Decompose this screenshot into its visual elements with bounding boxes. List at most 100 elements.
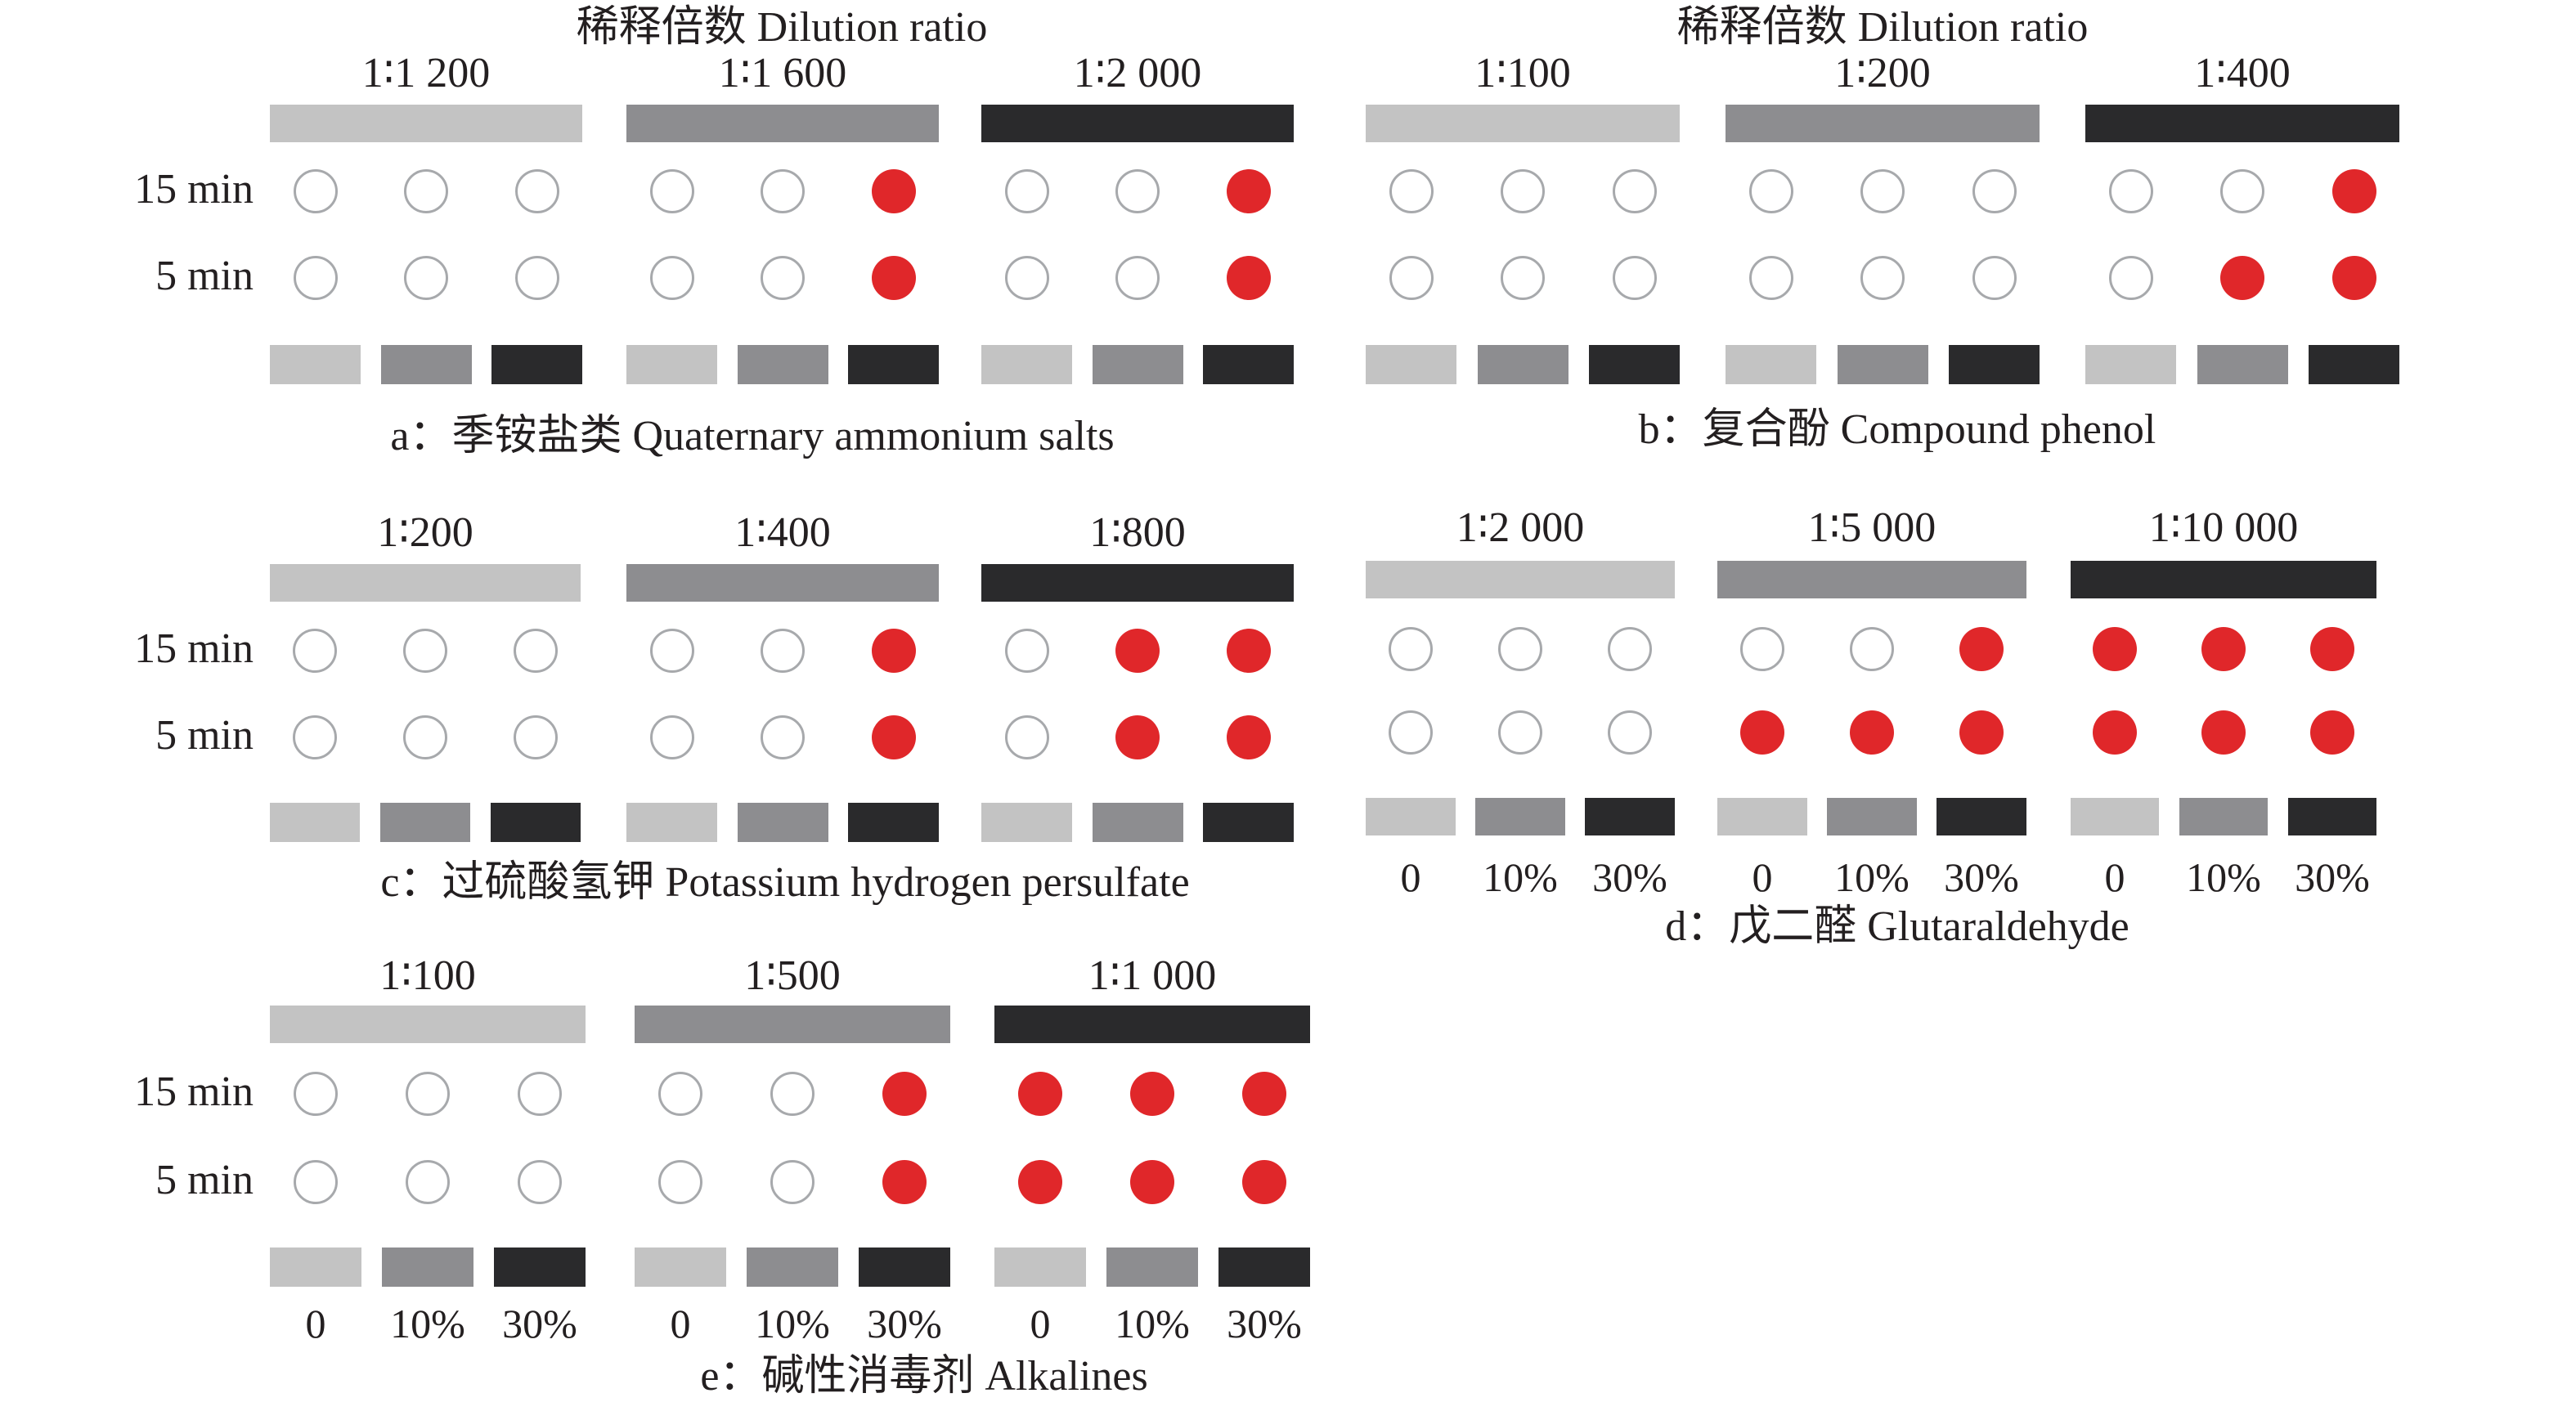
panel-d-result-negative-dot bbox=[1498, 710, 1542, 755]
panel-e-result-positive-dot bbox=[882, 1072, 927, 1116]
panel-e-result-negative-dot bbox=[770, 1072, 815, 1116]
panel-c-result-positive-dot bbox=[1115, 715, 1160, 759]
panel-b-result-positive-dot bbox=[2331, 256, 2376, 300]
panel-a-result-positive-dot bbox=[1226, 256, 1271, 300]
panel-b-result-negative-dot bbox=[1860, 256, 1905, 300]
panel-b-result-negative-dot bbox=[1972, 169, 2017, 213]
panel-a-result-negative-dot bbox=[761, 256, 805, 300]
panel-b-concentration-swatch bbox=[1726, 345, 1816, 384]
panel-d-dilution-bar bbox=[1366, 561, 1675, 598]
panel-e-dilution-bar bbox=[994, 1006, 1310, 1043]
panel-e-result-positive-dot bbox=[1130, 1072, 1174, 1116]
panel-a-ratio-label: 1∶1 600 bbox=[718, 50, 847, 96]
panel-e-concentration-label: 30% bbox=[502, 1301, 577, 1346]
panel-c-dilution-bar bbox=[270, 564, 581, 602]
panel-e-result-positive-dot bbox=[1242, 1072, 1286, 1116]
panel-b-ratio-label: 1∶200 bbox=[1834, 50, 1931, 96]
panel-e-result-negative-dot bbox=[770, 1160, 815, 1204]
panel-d-result-negative-dot bbox=[1389, 710, 1433, 755]
panel-b-result-negative-dot bbox=[2108, 169, 2153, 213]
panel-e-result-negative-dot bbox=[406, 1160, 450, 1204]
panel-a-concentration-swatch bbox=[981, 345, 1072, 384]
panel-d-result-positive-dot bbox=[1850, 710, 1894, 755]
panel-c-ratio-label: 1∶800 bbox=[1089, 509, 1186, 556]
panel-e-ratio-label: 1∶500 bbox=[744, 952, 841, 999]
panel-c-result-positive-dot bbox=[1226, 715, 1271, 759]
panel-e-concentration-swatch bbox=[859, 1248, 950, 1287]
panel-b-result-negative-dot bbox=[1860, 169, 1905, 213]
panel-d-concentration-label: 10% bbox=[1834, 854, 1910, 900]
panel-b-result-negative-dot bbox=[1748, 256, 1793, 300]
panel-b-concentration-swatch bbox=[2197, 345, 2288, 384]
panel-e-time-label: 15 min bbox=[134, 1068, 254, 1115]
panel-a-result-negative-dot bbox=[293, 169, 338, 213]
panel-d-result-negative-dot bbox=[1740, 627, 1784, 671]
panel-c-result-negative-dot bbox=[514, 629, 558, 673]
panel-c-caption: c：过硫酸氢钾 Potassium hydrogen persulfate bbox=[380, 859, 1190, 906]
panel-b-dilution-bar bbox=[2085, 105, 2399, 142]
panel-a-result-negative-dot bbox=[293, 256, 338, 300]
panel-a-result-negative-dot bbox=[761, 169, 805, 213]
panel-c-time-label: 5 min bbox=[155, 712, 254, 759]
panel-a-time-label: 5 min bbox=[155, 253, 254, 299]
panel-d-concentration-label: 10% bbox=[2186, 854, 2261, 900]
panel-d-concentration-swatch bbox=[1475, 798, 1565, 835]
panel-a-result-negative-dot bbox=[514, 169, 559, 213]
panel-d-result-negative-dot bbox=[1389, 627, 1433, 671]
panel-d-concentration-label: 30% bbox=[1592, 854, 1667, 900]
panel-e-result-negative-dot bbox=[294, 1160, 338, 1204]
panel-e-concentration-swatch bbox=[747, 1248, 838, 1287]
panel-e-caption: e：碱性消毒剂 Alkalines bbox=[700, 1353, 1148, 1400]
panel-d-ratio-label: 1∶5 000 bbox=[1807, 504, 1936, 551]
panel-c-concentration-swatch bbox=[491, 803, 581, 842]
panel-c-concentration-swatch bbox=[626, 803, 717, 842]
panel-d-concentration-swatch bbox=[1827, 798, 1917, 835]
panel-b-concentration-swatch bbox=[2309, 345, 2399, 384]
panel-c-result-negative-dot bbox=[1004, 629, 1049, 673]
panel-b-concentration-swatch bbox=[1949, 345, 2040, 384]
panel-e-concentration-swatch bbox=[994, 1248, 1086, 1287]
panel-d-result-positive-dot bbox=[2310, 710, 2354, 755]
panel-d-concentration-swatch bbox=[2288, 798, 2376, 835]
panel-d-caption: d：戊二醛 Glutaraldehyde bbox=[1665, 903, 2129, 950]
panel-c-concentration-swatch bbox=[1203, 803, 1294, 842]
panel-d-result-positive-dot bbox=[2093, 710, 2137, 755]
panel-d-concentration-label: 30% bbox=[1944, 854, 2019, 900]
panel-d-result-negative-dot bbox=[1608, 627, 1652, 671]
panel-d-concentration-label: 10% bbox=[1483, 854, 1558, 900]
panel-b-result-positive-dot bbox=[2220, 256, 2264, 300]
panel-b-result-negative-dot bbox=[1612, 256, 1657, 300]
panel-e-result-negative-dot bbox=[658, 1072, 702, 1116]
panel-d-result-positive-dot bbox=[1740, 710, 1784, 755]
panel-a-concentration-swatch bbox=[737, 345, 828, 384]
panel-b-result-positive-dot bbox=[2331, 169, 2376, 213]
panel-c-result-negative-dot bbox=[293, 715, 337, 759]
panel-a-result-negative-dot bbox=[649, 169, 694, 213]
panel-c-dilution-bar bbox=[626, 564, 939, 602]
panel-a-result-positive-dot bbox=[871, 256, 916, 300]
panel-e-ratio-label: 1∶1 000 bbox=[1088, 952, 1217, 999]
panel-a-concentration-swatch bbox=[380, 345, 472, 384]
panel-e-ratio-label: 1∶100 bbox=[379, 952, 476, 999]
panel-d-result-positive-dot bbox=[1959, 710, 2004, 755]
panel-b-caption: b：复合酚 Compound phenol bbox=[1638, 406, 2156, 453]
panel-e-concentration-swatch bbox=[635, 1248, 726, 1287]
panel-a-ratio-label: 1∶2 000 bbox=[1073, 50, 1202, 96]
panel-b-ratio-label: 1∶400 bbox=[2194, 50, 2291, 96]
panel-a-concentration-swatch bbox=[626, 345, 717, 384]
panel-d-result-positive-dot bbox=[2201, 710, 2246, 755]
panel-e-concentration-label: 30% bbox=[1227, 1301, 1302, 1346]
panel-c-result-negative-dot bbox=[649, 629, 694, 673]
panel-d-result-negative-dot bbox=[1498, 627, 1542, 671]
panel-d-result-positive-dot bbox=[2310, 627, 2354, 671]
panel-b-result-negative-dot bbox=[2108, 256, 2153, 300]
panel-d-result-negative-dot bbox=[1850, 627, 1894, 671]
panel-c-result-negative-dot bbox=[761, 629, 805, 673]
panel-c-result-negative-dot bbox=[403, 715, 447, 759]
panel-a-result-negative-dot bbox=[649, 256, 694, 300]
panel-b-dilution-bar bbox=[1366, 105, 1680, 142]
panel-d-concentration-label: 0 bbox=[1752, 854, 1773, 900]
panel-e-result-positive-dot bbox=[1242, 1160, 1286, 1204]
panel-c-result-negative-dot bbox=[514, 715, 558, 759]
